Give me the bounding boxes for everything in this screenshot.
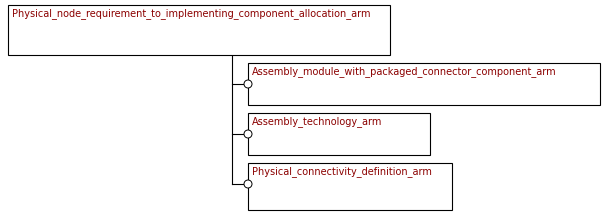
- Bar: [8, 5, 390, 55]
- Circle shape: [244, 80, 252, 88]
- Text: Physical_connectivity_definition_arm: Physical_connectivity_definition_arm: [252, 166, 432, 177]
- Text: Physical_node_requirement_to_implementing_component_allocation_arm: Physical_node_requirement_to_implementin…: [12, 8, 370, 19]
- Circle shape: [244, 180, 252, 188]
- Text: Assembly_module_with_packaged_connector_component_arm: Assembly_module_with_packaged_connector_…: [252, 66, 557, 77]
- Circle shape: [244, 130, 252, 138]
- Bar: [248, 113, 430, 155]
- Text: Assembly_technology_arm: Assembly_technology_arm: [252, 116, 382, 127]
- Bar: [248, 163, 452, 210]
- Bar: [248, 63, 600, 105]
